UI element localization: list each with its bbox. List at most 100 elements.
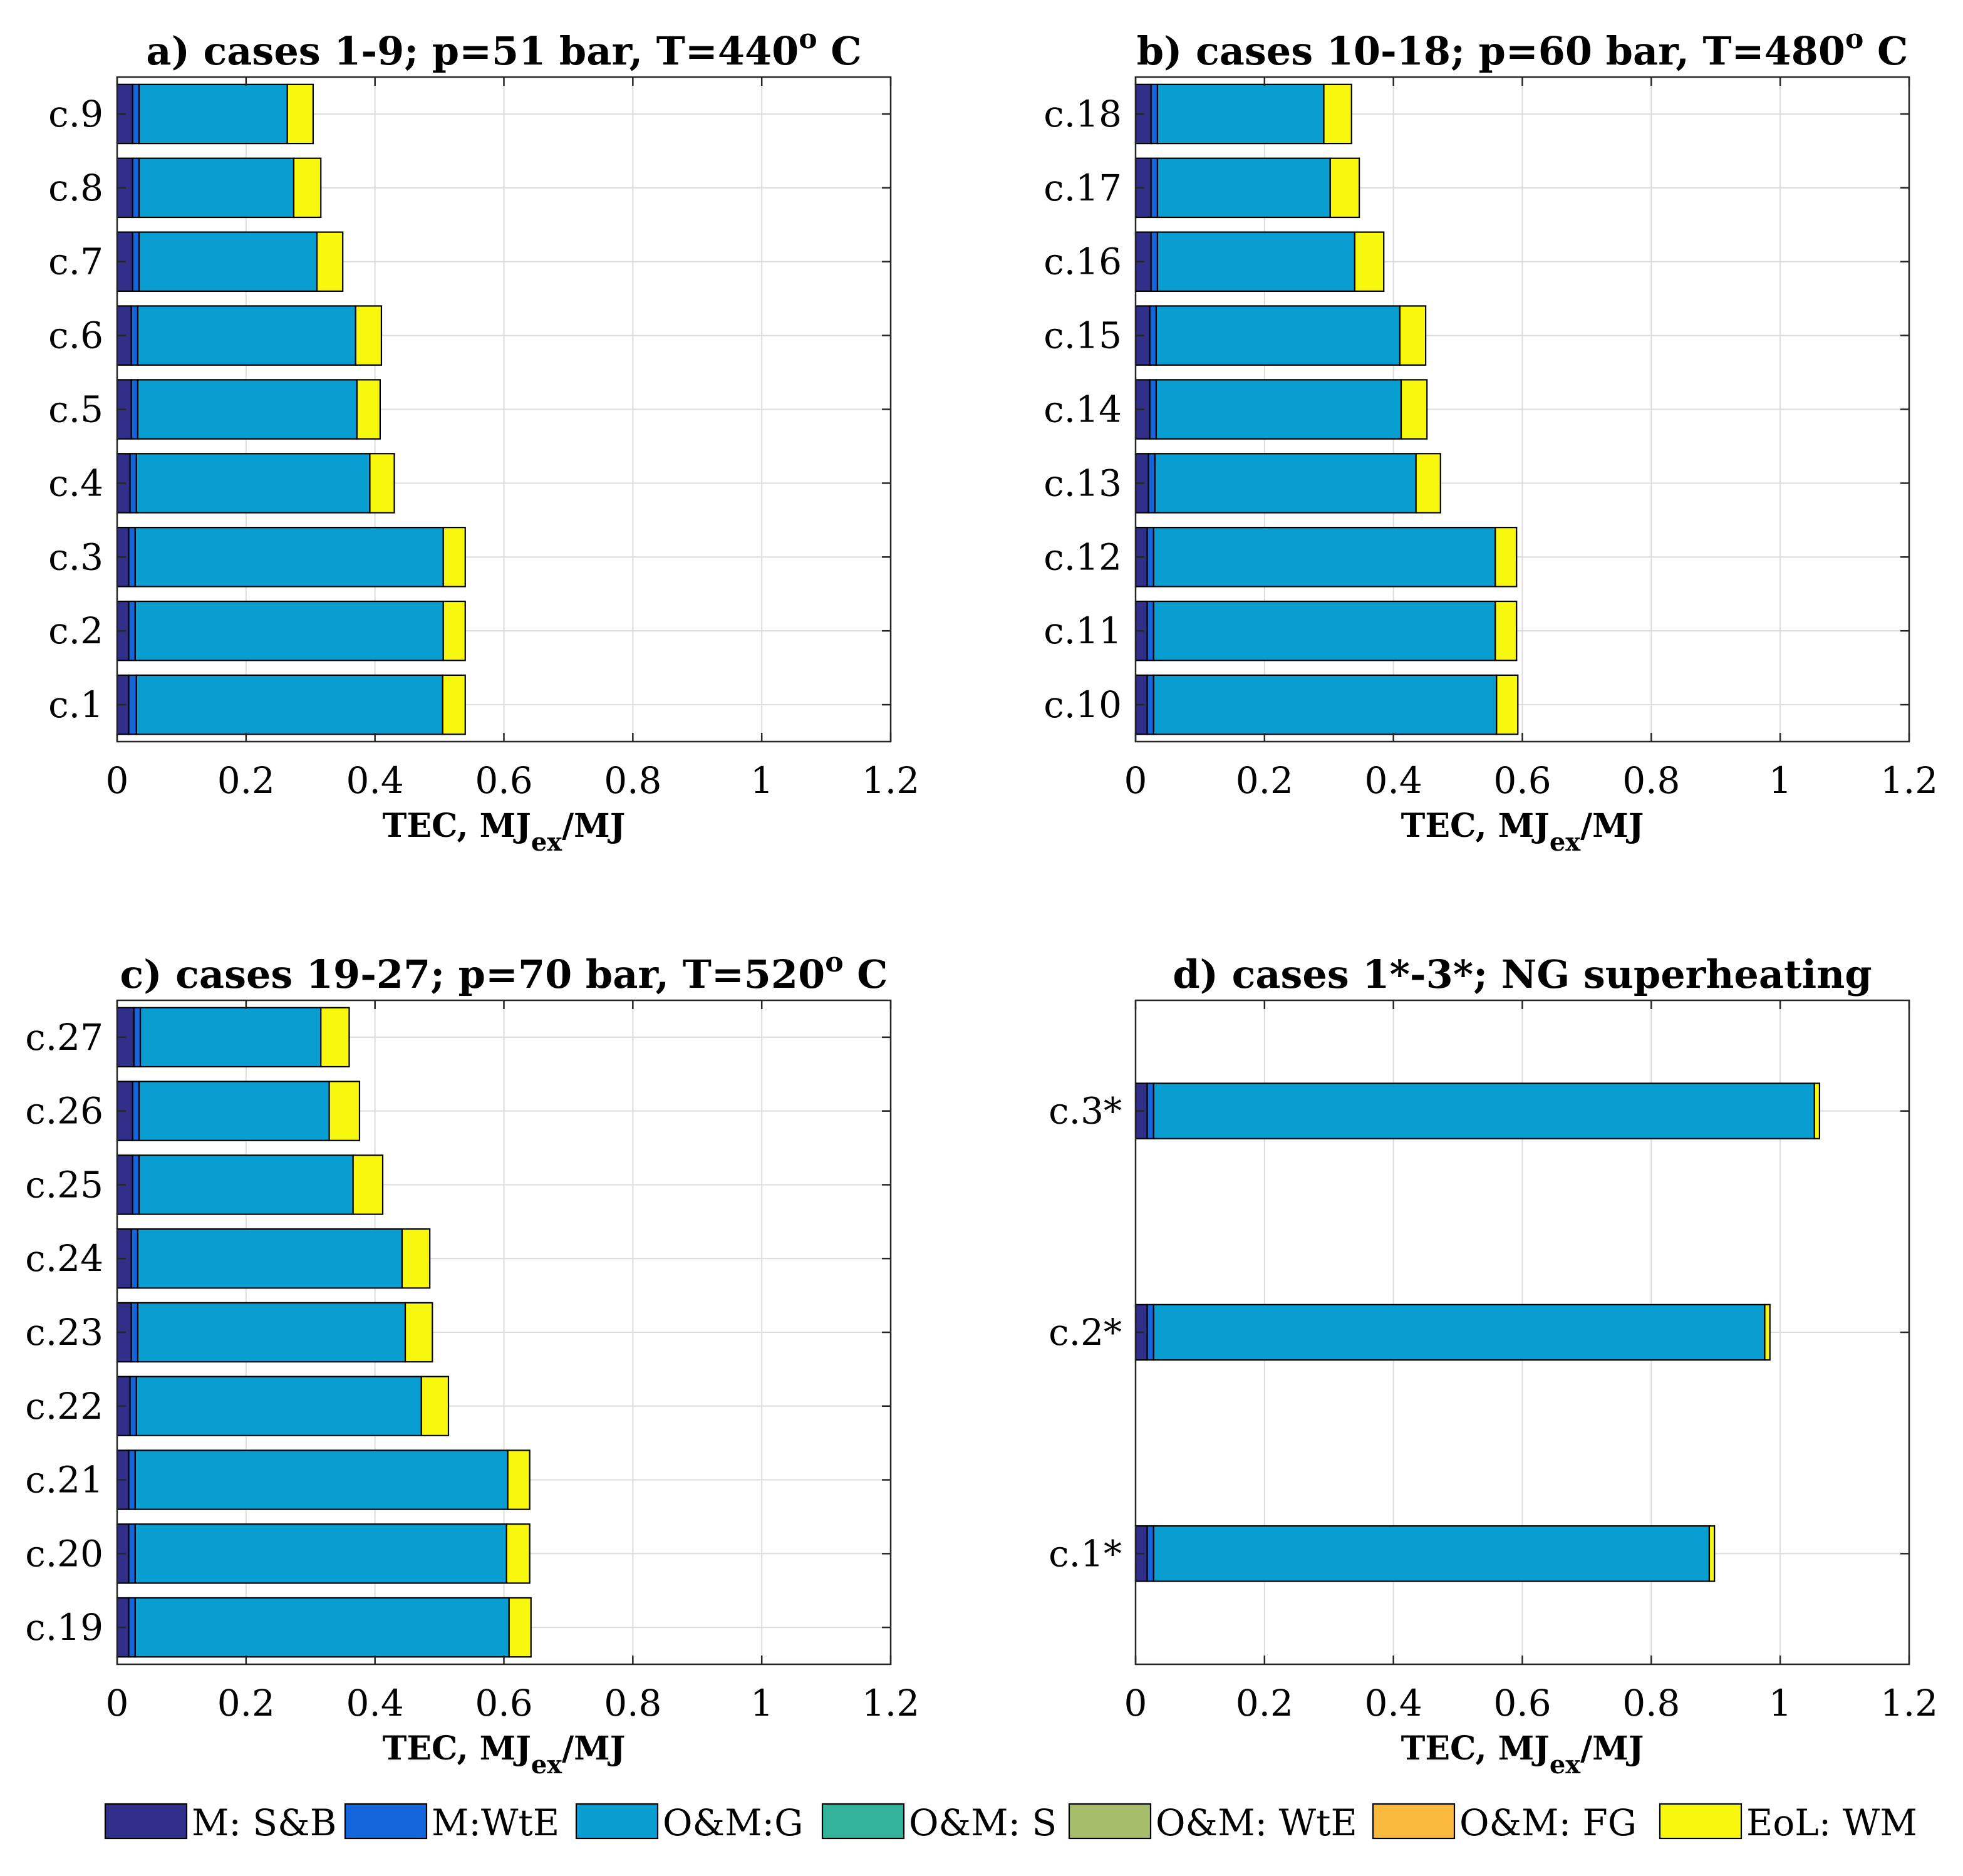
- bar-segment: [328, 1081, 361, 1141]
- chart-title: b) cases 10-18; p=60 bar, T=480o C: [1137, 23, 1909, 74]
- x-tick-label: 0.2: [217, 1682, 275, 1724]
- y-tick-label: c.18: [1044, 93, 1122, 135]
- bar-segment: [316, 231, 344, 292]
- bar-segment: [1156, 157, 1331, 219]
- bar-segment: [508, 1597, 532, 1658]
- y-tick-label: c.17: [1044, 167, 1122, 209]
- bar-segment: [134, 527, 444, 588]
- chart-panel-2: 0 0.2 0.4 0.6 0.8 1 1.2 c.10 c.11 c.12 c.13 c.14 c.1…: [1044, 23, 1938, 857]
- y-tick-label: c.11: [1044, 609, 1122, 652]
- x-tick-label: 0.6: [1493, 759, 1551, 802]
- x-tick-label: 0: [1124, 1682, 1147, 1724]
- bar-segment: [1156, 231, 1356, 292]
- y-tick-label: c.26: [25, 1090, 103, 1132]
- bar-segment: [1764, 1303, 1771, 1361]
- bar-segment: [1708, 1525, 1716, 1582]
- bar-segment: [1149, 379, 1158, 440]
- bar-segment: [137, 305, 356, 366]
- bar-segment: [128, 1523, 136, 1584]
- x-tick-label: 0.8: [604, 1682, 661, 1724]
- bar-segment: [286, 83, 314, 145]
- y-tick-label: c.3: [48, 536, 103, 578]
- x-tick-label: 0.4: [1365, 759, 1422, 802]
- x-tick-label: 0.4: [1365, 1682, 1422, 1724]
- bar-segment: [352, 1154, 384, 1215]
- bar-segment: [135, 674, 443, 735]
- y-tick-label: c.22: [25, 1385, 103, 1428]
- bar-segment: [135, 453, 371, 514]
- bar-segment: [130, 1302, 139, 1363]
- x-tick-label: 0.6: [475, 759, 532, 802]
- y-tick-label: c.24: [25, 1237, 103, 1280]
- bar-segment: [132, 1154, 140, 1215]
- x-tick-label: 0: [106, 759, 129, 802]
- x-tick-label: 1: [750, 759, 774, 802]
- y-tick-label: c.13: [1044, 462, 1122, 504]
- x-axis-label: TEC, MJex/MJ: [1401, 807, 1644, 857]
- bar-segment: [1323, 83, 1352, 145]
- bar-segment: [128, 600, 136, 661]
- legend-swatch: [104, 1803, 188, 1840]
- x-tick-label: 1: [750, 1682, 774, 1724]
- y-tick-label: c.9: [48, 93, 103, 135]
- legend-label: O&M: S: [909, 1801, 1057, 1844]
- bar-segment: [1146, 1082, 1154, 1139]
- chart-panel-3: 0 0.2 0.4 0.6 0.8 1 1.2 c.19 c.20 c.21 c.22 c.23 c.2…: [25, 946, 919, 1780]
- legend-swatch: [1659, 1803, 1743, 1840]
- y-tick-label: c.8: [48, 167, 103, 209]
- bar-segment: [1154, 453, 1417, 514]
- bar-segment: [130, 305, 139, 366]
- bar-segment: [137, 379, 358, 440]
- bar-segment: [132, 1081, 140, 1141]
- bar-segment: [507, 1449, 531, 1510]
- legend-label: M:WtE: [432, 1801, 559, 1844]
- bar-segment: [128, 1449, 136, 1510]
- bar-segment: [1399, 305, 1427, 366]
- bar-segment: [133, 1007, 142, 1068]
- bar-segment: [130, 379, 139, 440]
- legend-label: M: S&B: [192, 1801, 336, 1844]
- bar-segment: [320, 1007, 350, 1068]
- bar-segment: [137, 1302, 407, 1363]
- chart-title: a) cases 1-9; p=51 bar, T=440o C: [146, 23, 861, 74]
- x-tick-label: 0.8: [604, 759, 661, 802]
- y-tick-label: c.16: [1044, 241, 1122, 283]
- bar-segment: [138, 1081, 330, 1141]
- bar-segment: [137, 1228, 403, 1289]
- x-tick-label: 1.2: [1880, 759, 1938, 802]
- legend-swatch: [1068, 1803, 1152, 1840]
- y-tick-label: c.1*: [1049, 1532, 1122, 1575]
- bar-segment: [442, 527, 466, 588]
- bar-segment: [138, 83, 288, 145]
- x-tick-label: 1.2: [1880, 1682, 1938, 1724]
- bar-segment: [129, 453, 137, 514]
- y-tick-label: c.2*: [1049, 1311, 1122, 1354]
- legend-swatch: [1372, 1803, 1456, 1840]
- bar-segment: [132, 83, 140, 145]
- bar-segment: [355, 305, 383, 366]
- y-tick-label: c.21: [25, 1459, 103, 1501]
- bar-segment: [1146, 674, 1154, 735]
- y-tick-label: c.12: [1044, 536, 1122, 578]
- y-tick-label: c.15: [1044, 314, 1122, 357]
- x-tick-label: 0.2: [1236, 759, 1293, 802]
- y-tick-label: c.14: [1044, 388, 1122, 431]
- bar-segment: [138, 231, 318, 292]
- x-tick-label: 1: [1769, 1682, 1792, 1724]
- chart-title: c) cases 19-27; p=70 bar, T=520o C: [120, 946, 888, 997]
- bar-segment: [401, 1228, 431, 1289]
- x-tick-label: 1.2: [862, 1682, 919, 1724]
- bar-segment: [134, 1449, 509, 1510]
- x-axis-label: TEC, MJex/MJ: [383, 807, 626, 857]
- x-tick-label: 0.2: [1236, 1682, 1293, 1724]
- bar-segment: [1150, 231, 1159, 292]
- x-tick-label: 0: [106, 1682, 129, 1724]
- legend-swatch: [575, 1803, 659, 1840]
- y-tick-label: c.25: [25, 1163, 103, 1206]
- bar-segment: [1147, 453, 1156, 514]
- bar-segment: [130, 1228, 139, 1289]
- bar-segment: [135, 1376, 422, 1436]
- bar-segment: [1152, 1303, 1766, 1361]
- bar-segment: [1400, 379, 1428, 440]
